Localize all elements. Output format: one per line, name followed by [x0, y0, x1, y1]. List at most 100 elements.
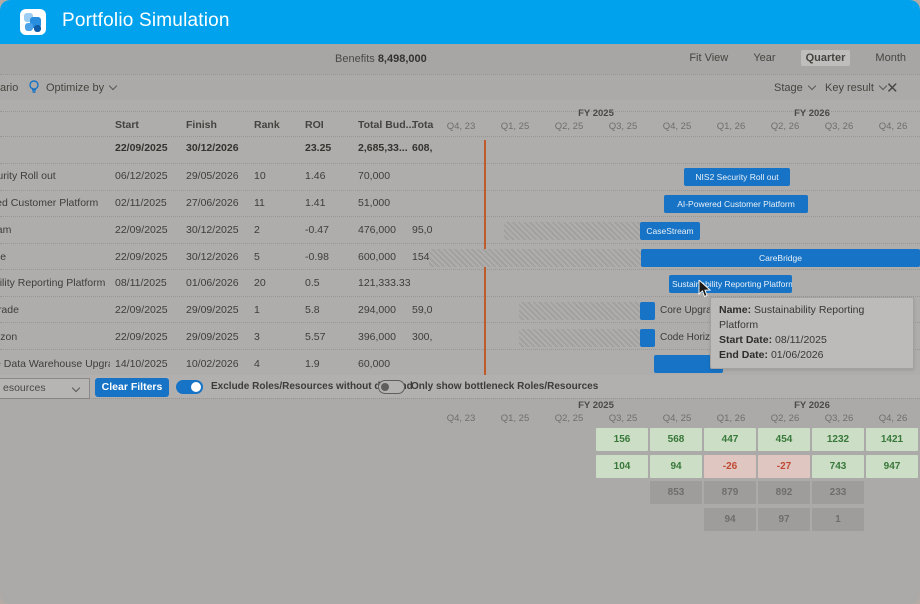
- heatmap-cell[interactable]: 853: [650, 481, 702, 504]
- today-marker-line: [484, 140, 486, 398]
- gantt-bar-core-upgrade[interactable]: [640, 302, 655, 320]
- gantt-bar-code-horizon[interactable]: [640, 329, 655, 347]
- table-row[interactable]: Sustainability Reporting Platform 08/11/…: [0, 277, 411, 289]
- col-header-start: Start: [115, 119, 139, 131]
- gantt-bar-core-upgrade-baseline[interactable]: [519, 302, 640, 320]
- stage-dropdown[interactable]: Stage: [774, 81, 816, 94]
- gantt-bar-enterprise-data-warehouse-upgrade[interactable]: [654, 355, 723, 373]
- gantt-bar-carebridge[interactable]: CareBridge: [641, 249, 920, 267]
- heatmap-cell[interactable]: -26: [704, 455, 756, 478]
- gantt-label-code-horizon: Code Horizon: [660, 332, 722, 343]
- exclude-without-demand-toggle[interactable]: [176, 380, 203, 394]
- quarter-header: Q4, 23: [446, 121, 476, 132]
- heatmap-cell[interactable]: 1421: [866, 428, 918, 451]
- tooltip-start-value: 08/11/2025: [775, 334, 827, 346]
- benefits-label: Benefits: [335, 53, 375, 65]
- resources-dropdown[interactable]: esources: [0, 378, 90, 399]
- heatmap-cell[interactable]: 1232: [812, 428, 864, 451]
- gantt-bar-sustainability-reporting-platform[interactable]: Sustainability Reporting Platform: [669, 275, 792, 293]
- quarter-view-button[interactable]: Quarter: [800, 50, 851, 66]
- col-header-budget: Total Bud...: [358, 119, 415, 131]
- table-row[interactable]: Code Horizon 22/09/2025 29/09/2025 3 5.5…: [0, 331, 433, 343]
- heatmap-quarter-header: Q4, 23: [446, 413, 476, 424]
- toolbar: Benefits 8,498,000 Fit View Year Quarter…: [0, 44, 920, 74]
- heatmap-quarter-header: Q2, 26: [770, 413, 800, 424]
- table-row-summary[interactable]: 22/09/2025 30/12/2026 23.25 2,685,33... …: [115, 142, 433, 154]
- month-view-button[interactable]: Month: [875, 52, 906, 64]
- col-header-roi: ROI: [305, 119, 324, 131]
- heatmap-cell[interactable]: 454: [758, 428, 810, 451]
- heatmap-cell[interactable]: 94: [650, 455, 702, 478]
- table-row[interactable]: AI-Powered Customer Platform 02/11/2025 …: [0, 197, 391, 209]
- optimize-by-dropdown[interactable]: Optimize by: [46, 81, 118, 94]
- heatmap-cell[interactable]: -27: [758, 455, 810, 478]
- quarter-header: Q3, 25: [608, 121, 638, 132]
- fy-2025-header: FY 2025: [578, 108, 614, 119]
- gantt-bar-code-horizon-baseline[interactable]: [519, 329, 640, 347]
- heatmap-fy-2026-header: FY 2026: [794, 400, 830, 411]
- heatmap-cell[interactable]: 1: [812, 508, 864, 531]
- gantt-bar-casestream-baseline[interactable]: [504, 222, 640, 240]
- quarter-header: Q1, 25: [500, 121, 530, 132]
- benefits-value: 8,498,000: [377, 53, 427, 65]
- gantt-panel: FY 2025 FY 2026 Q4, 23 Q1, 25 Q2, 25 Q3,…: [0, 100, 920, 398]
- heatmap-cell[interactable]: 892: [758, 481, 810, 504]
- quarter-header: Q2, 25: [554, 121, 584, 132]
- heatmap-cell[interactable]: 743: [812, 455, 864, 478]
- gantt-bar-nis2-security-roll-out[interactable]: NIS2 Security Roll out: [684, 168, 790, 186]
- table-row[interactable]: CareBridge 22/09/2025 30/12/2026 5 -0.98…: [0, 251, 433, 263]
- quarter-header: Q1, 26: [716, 121, 746, 132]
- heatmap-quarter-header: Q2, 25: [554, 413, 584, 424]
- col-header-total: Total: [412, 119, 434, 131]
- table-row[interactable]: NIS2 Security Roll out 06/12/2025 29/05/…: [0, 170, 391, 182]
- heatmap-cell[interactable]: 947: [866, 455, 918, 478]
- heatmap-quarter-header: Q3, 26: [824, 413, 854, 424]
- year-view-button[interactable]: Year: [753, 52, 776, 64]
- app-logo-icon: [20, 9, 46, 35]
- table-row[interactable]: Enterprise Data Warehouse Upgrade 14/10/…: [0, 358, 391, 370]
- key-result-dropdown[interactable]: Key result: [825, 81, 888, 94]
- tooltip-start-label: Start Date:: [719, 334, 773, 346]
- chevron-down-icon: [108, 81, 118, 91]
- heatmap-cell[interactable]: 94: [704, 508, 756, 531]
- bottleneck-only-toggle[interactable]: [378, 380, 405, 394]
- gantt-bar-ai-powered-customer-platform[interactable]: AI-Powered Customer Platform: [664, 195, 808, 213]
- clear-filters-button[interactable]: Clear Filters: [95, 378, 169, 397]
- heatmap-cell[interactable]: 97: [758, 508, 810, 531]
- heatmap-cell[interactable]: 156: [596, 428, 648, 451]
- close-icon[interactable]: ✕: [886, 80, 899, 97]
- fit-view-button[interactable]: Fit View: [689, 52, 729, 64]
- page-title: Portfolio Simulation: [62, 10, 230, 31]
- gantt-label-core-upgrade: Core Upgrade: [660, 305, 723, 316]
- tooltip-end-label: End Date:: [719, 349, 769, 361]
- heatmap-quarter-header: Q3, 25: [608, 413, 638, 424]
- heatmap-quarter-header: Q4, 26: [878, 413, 908, 424]
- heatmap-quarter-header: Q1, 26: [716, 413, 746, 424]
- gantt-bar-casestream[interactable]: CaseStream: [640, 222, 700, 240]
- table-row[interactable]: CaseStream 22/09/2025 30/12/2025 2 -0.47…: [0, 224, 433, 236]
- quarter-header: Q2, 26: [770, 121, 800, 132]
- tooltip-end-value: 01/06/2026: [770, 349, 824, 361]
- benefits-summary: Benefits 8,498,000: [335, 53, 427, 65]
- resource-filter-bar: esources Clear Filters Exclude Roles/Res…: [0, 375, 920, 399]
- col-header-rank: Rank: [254, 119, 280, 131]
- tooltip-name-label: Name:: [719, 304, 752, 316]
- col-header-finish: Finish: [186, 119, 217, 131]
- heatmap-cell[interactable]: 879: [704, 481, 756, 504]
- heatmap-cell[interactable]: 104: [596, 455, 648, 478]
- fy-2026-header: FY 2026: [794, 108, 830, 119]
- gantt-bar-carebridge-baseline[interactable]: [429, 249, 641, 267]
- heatmap-cell[interactable]: 233: [812, 481, 864, 504]
- zoom-view-switcher: Fit View Year Quarter Month: [667, 50, 906, 66]
- table-row[interactable]: Core Upgrade 22/09/2025 29/09/2025 1 5.8…: [0, 304, 433, 316]
- heatmap-cell[interactable]: 568: [650, 428, 702, 451]
- quarter-header: Q4, 26: [878, 121, 908, 132]
- chevron-down-icon: [71, 383, 81, 393]
- heatmap-cell[interactable]: 447: [704, 428, 756, 451]
- heatmap-fy-2025-header: FY 2025: [578, 400, 614, 411]
- filter-row: ario Optimize by Stage Key result ✕: [0, 74, 920, 100]
- quarter-header: Q4, 25: [662, 121, 692, 132]
- bottleneck-only-label: Only show bottleneck Roles/Resources: [411, 381, 599, 392]
- tooltip-name-value: Sustainability Reporting Platform: [719, 304, 865, 331]
